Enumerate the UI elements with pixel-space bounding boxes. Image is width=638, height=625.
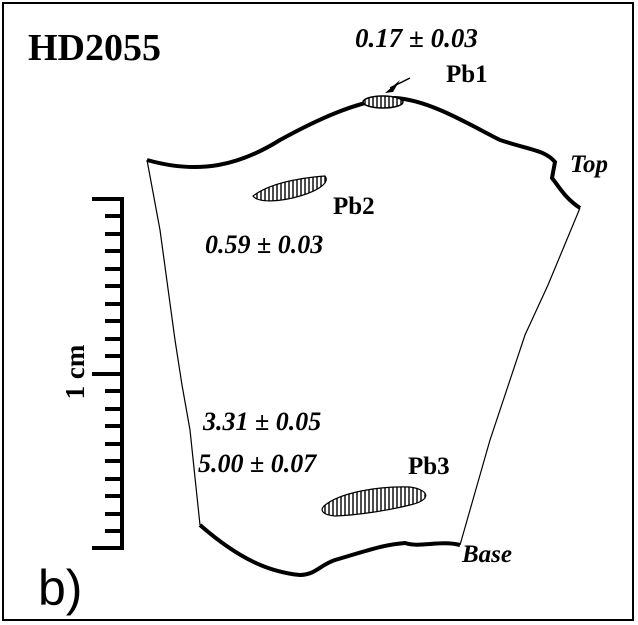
inclusion-label: Pb2 (333, 193, 375, 220)
right-edge (459, 207, 581, 546)
inclusion-label: Pb3 (408, 453, 450, 480)
inclusion-pb2 (252, 175, 327, 202)
value-label: 3.31 ± 0.05 (202, 407, 321, 436)
base-label: Base (461, 541, 512, 568)
top-edge (146, 95, 582, 210)
bottom-edge (198, 523, 461, 578)
top-label: Top (570, 151, 608, 178)
panel-label: b) (38, 560, 82, 616)
value-label: 5.00 ± 0.07 (198, 449, 317, 478)
value-label: 0.17 ± 0.03 (355, 23, 478, 53)
inclusion-pb3 (321, 486, 427, 517)
title: HD2055 (28, 27, 161, 69)
pointer-head (385, 80, 400, 93)
inclusion-pb1 (362, 95, 404, 109)
value-label: 0.59 ± 0.03 (205, 230, 323, 259)
inclusion-label: Pb1 (446, 61, 488, 88)
left-edge (146, 159, 201, 526)
scale-bar (92, 197, 124, 550)
scale-label: 1 cm (60, 344, 90, 399)
